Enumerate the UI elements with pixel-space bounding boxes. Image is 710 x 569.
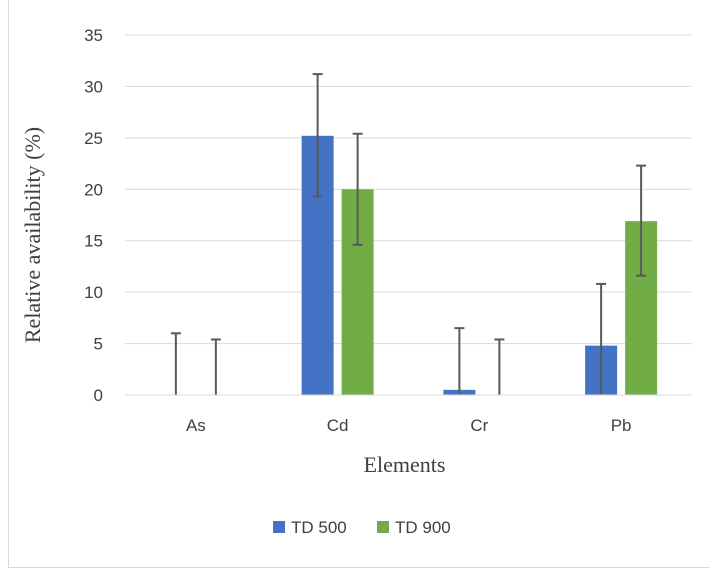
y-tick-label: 20 <box>84 180 103 199</box>
y-axis-label: Relative availability (%) <box>20 127 45 343</box>
y-tick-label: 25 <box>84 129 103 148</box>
y-axis-ticks: 0 5 10 15 20 25 30 35 <box>84 26 103 405</box>
error-bar <box>352 132 363 246</box>
error-bar <box>170 332 181 395</box>
x-axis-label: Elements <box>364 452 446 477</box>
y-tick-label: 10 <box>84 283 103 302</box>
y-tick-label: 15 <box>84 232 103 251</box>
legend: TD 500 TD 900 <box>273 518 451 537</box>
legend-swatch <box>273 521 285 533</box>
y-tick-label: 5 <box>94 335 103 354</box>
error-bar <box>596 282 607 395</box>
chart-frame <box>8 0 709 568</box>
error-bar <box>312 73 323 198</box>
x-axis-ticks: As Cd Cr Pb <box>186 416 632 435</box>
error-bar <box>636 164 647 277</box>
error-bar <box>494 338 505 395</box>
legend-item: TD 900 <box>377 518 451 537</box>
x-tick-label: Cd <box>327 416 349 435</box>
bars <box>301 135 658 396</box>
legend-label: TD 500 <box>291 518 347 537</box>
x-tick-label: As <box>186 416 206 435</box>
y-tick-label: 30 <box>84 77 103 96</box>
error-bars <box>170 73 647 395</box>
x-tick-label: Cr <box>470 416 488 435</box>
y-tick-label: 35 <box>84 26 103 45</box>
legend-swatch <box>377 521 389 533</box>
gridlines <box>125 34 692 345</box>
error-bar <box>454 327 465 395</box>
x-tick-label: Pb <box>611 416 632 435</box>
legend-item: TD 500 <box>273 518 347 537</box>
y-tick-label: 0 <box>94 386 103 405</box>
legend-label: TD 900 <box>395 518 451 537</box>
error-bar <box>210 338 221 395</box>
